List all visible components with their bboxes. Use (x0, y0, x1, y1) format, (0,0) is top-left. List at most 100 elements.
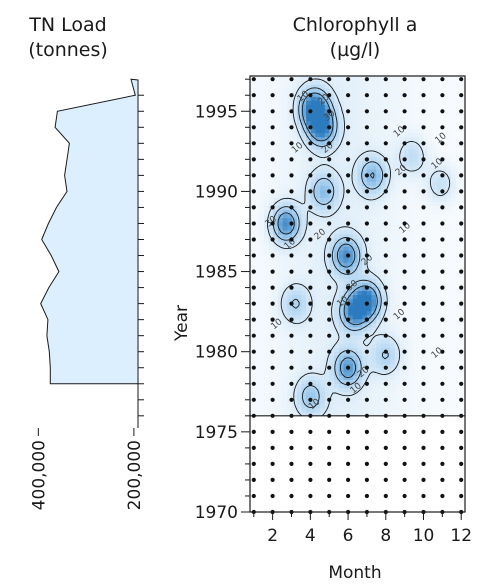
heatmap-cell (422, 76, 429, 81)
heatmap-cell (366, 245, 373, 251)
heatmap-cell (380, 310, 387, 316)
heatmap-cell (413, 403, 419, 409)
heatmap-cell (366, 213, 373, 219)
heatmap-cell (455, 407, 461, 413)
heatmap-cell (320, 173, 326, 178)
heatmap-cell (432, 120, 438, 126)
heatmap-cell (385, 108, 391, 114)
heatmap-cell (450, 205, 457, 211)
heatmap-cell (441, 177, 447, 182)
heatmap-cell (352, 116, 359, 122)
heatmap-cell (334, 92, 340, 97)
heatmap-cell (357, 140, 363, 146)
heatmap-cell (413, 116, 419, 122)
heatmap-cell (315, 217, 321, 223)
sample-point (440, 397, 445, 402)
heatmap-cell (282, 278, 288, 283)
heatmap-cell (287, 88, 293, 93)
heatmap-cell (352, 144, 359, 150)
heatmap-cell (338, 254, 345, 259)
sample-point (459, 317, 464, 322)
heatmap-cell (408, 347, 415, 352)
heatmap-cell (301, 237, 307, 243)
heatmap-cell (362, 104, 368, 109)
heatmap-cell (432, 371, 438, 376)
heatmap-cell (441, 375, 447, 381)
heatmap-cell (310, 343, 317, 348)
heatmap-cell (278, 120, 284, 126)
heatmap-cell (329, 80, 335, 85)
heatmap-cell (292, 355, 298, 360)
heatmap-cell (427, 407, 433, 413)
heatmap-cell (394, 294, 401, 300)
sample-point (289, 477, 294, 482)
heatmap-cell (334, 173, 340, 178)
heatmap-cell (408, 197, 415, 203)
heatmap-cell (404, 379, 410, 385)
heatmap-cell (413, 399, 419, 405)
heatmap-cell (441, 306, 447, 312)
heatmap-cell (292, 76, 298, 81)
heatmap-cell (436, 152, 443, 158)
heatmap-cell (268, 177, 274, 182)
heatmap-cell (408, 185, 415, 190)
heatmap-cell (460, 375, 465, 381)
heatmap-cell (408, 334, 415, 340)
heatmap-cell (338, 245, 345, 251)
heatmap-cell (282, 290, 288, 296)
heatmap-cell (250, 144, 256, 150)
sample-point (346, 317, 351, 322)
heatmap-cell (450, 80, 457, 85)
heatmap-cell (259, 290, 265, 296)
heatmap-cell (348, 399, 354, 405)
heatmap-cell (390, 318, 396, 324)
heatmap-cell (278, 355, 284, 360)
heatmap-cell (329, 318, 335, 324)
sample-point (289, 189, 294, 194)
heatmap-cell (250, 209, 256, 215)
heatmap-cell (371, 266, 377, 271)
heatmap-cell (282, 326, 288, 332)
heatmap-cell (422, 262, 429, 267)
heatmap-cell (427, 314, 433, 320)
heatmap-cell (371, 213, 377, 219)
heatmap-cell (450, 298, 457, 304)
heatmap-cell (315, 282, 321, 287)
heatmap-cell (315, 403, 321, 409)
sample-point (402, 301, 407, 306)
heatmap-cell (441, 282, 447, 287)
heatmap-cell (348, 322, 354, 328)
heatmap-cell (362, 84, 368, 89)
heatmap-cell (287, 104, 293, 109)
sample-point (459, 253, 464, 258)
heatmap-cell (455, 359, 461, 364)
heatmap-cell (273, 156, 279, 162)
heatmap-cell (329, 76, 335, 81)
heatmap-cell (320, 355, 326, 360)
heatmap-cell (259, 241, 265, 247)
heatmap-cell (441, 298, 447, 304)
heatmap-cell (250, 379, 256, 385)
heatmap-cell (259, 140, 265, 146)
heatmap-cell (282, 120, 288, 126)
heatmap-cell (422, 112, 429, 118)
heatmap-cell (343, 367, 349, 372)
sample-point (440, 381, 445, 386)
heatmap-cell (310, 76, 317, 81)
heatmap-cell (254, 371, 260, 376)
chlorophyll-sample-points (251, 77, 464, 515)
heatmap-cell (422, 217, 429, 223)
heatmap-cell (250, 322, 256, 328)
heatmap-cell (460, 314, 465, 320)
sample-point (402, 253, 407, 258)
heatmap-cell (399, 156, 405, 162)
heatmap-cell (310, 371, 317, 376)
heatmap-cell (292, 160, 298, 166)
heatmap-cell (334, 274, 340, 279)
heatmap-cell (418, 318, 424, 324)
heatmap-cell (334, 156, 340, 162)
heatmap-cell (404, 217, 410, 223)
heatmap-cell (306, 209, 312, 215)
heatmap-cell (394, 205, 401, 211)
heatmap-cell (371, 193, 377, 198)
